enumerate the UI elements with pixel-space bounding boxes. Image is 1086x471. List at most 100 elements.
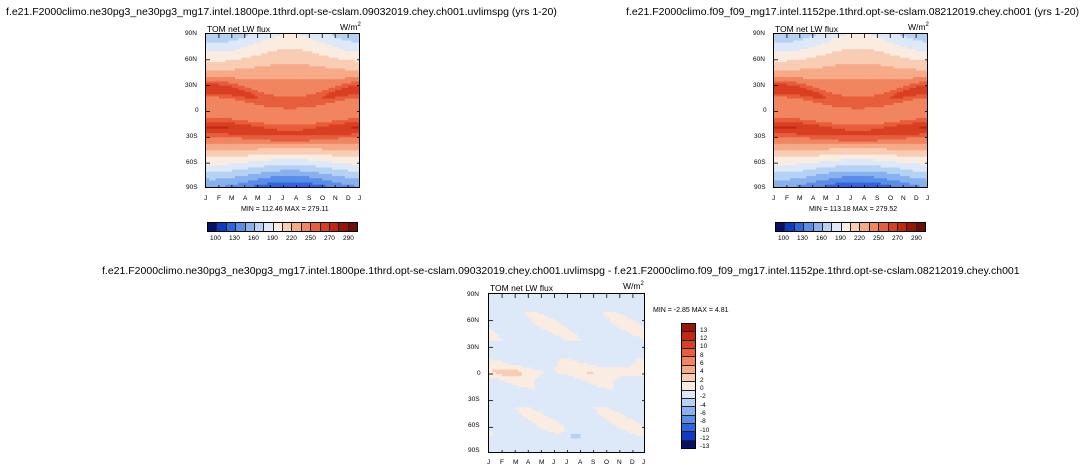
heatmap-cell	[809, 81, 814, 85]
heatmap-cell	[209, 81, 214, 85]
heatmap-cell	[815, 133, 820, 136]
heatmap-cell	[338, 178, 343, 181]
heatmap-cell	[267, 128, 272, 132]
heatmap-cell	[280, 72, 285, 76]
heatmap-cell	[260, 184, 265, 187]
heatmap-cell	[222, 111, 226, 115]
heatmap-cell	[344, 186, 349, 187]
heatmap-cell	[793, 145, 798, 149]
heatmap-cell	[209, 36, 214, 39]
heatmap-cell	[277, 55, 281, 59]
heatmap-cell	[828, 38, 833, 42]
heatmap-cell	[822, 38, 827, 42]
heatmap-cell	[793, 186, 798, 187]
heatmap-cell	[793, 150, 798, 153]
heatmap-cell	[235, 139, 239, 143]
heatmap-cell	[212, 64, 217, 67]
heatmap-cell	[215, 111, 220, 115]
heatmap-cell	[277, 128, 281, 132]
heatmap-cell	[299, 79, 304, 82]
heatmap-cell	[293, 180, 298, 184]
heatmap-cell	[799, 53, 804, 57]
heatmap-cell	[267, 171, 272, 175]
heatmap-cell	[306, 38, 310, 42]
heatmap-cell	[209, 173, 214, 177]
heatmap-cell	[832, 100, 836, 104]
heatmap-cell	[357, 85, 359, 89]
heatmap-cell	[325, 55, 330, 59]
heatmap-cell	[828, 122, 833, 126]
heatmap-cell	[832, 133, 836, 136]
heatmap-cell	[351, 61, 356, 65]
heatmap-cell	[796, 34, 801, 37]
heatmap-cell	[260, 42, 265, 46]
heatmap-cell	[774, 38, 778, 42]
heatmap-cell	[803, 53, 807, 57]
heatmap-cell	[780, 184, 785, 187]
heatmap-cell	[289, 120, 294, 123]
heatmap-cell	[774, 122, 778, 126]
heatmap-cell	[260, 85, 265, 89]
heatmap-cell	[335, 100, 339, 104]
heatmap-cell	[783, 126, 788, 130]
heatmap-cell	[251, 89, 256, 93]
heatmap-cell	[215, 59, 220, 63]
heatmap-cell	[218, 109, 223, 113]
heatmap-cell	[335, 49, 339, 52]
colorbar-label: 270	[324, 235, 335, 242]
heatmap-cell	[786, 180, 791, 184]
heatmap-cell	[322, 169, 327, 173]
heatmap-cell	[209, 167, 214, 171]
heatmap-cell	[783, 46, 788, 50]
heatmap-cell	[796, 51, 801, 54]
heatmap-cell	[325, 117, 330, 121]
heatmap-cell	[225, 165, 230, 169]
heatmap-cell	[777, 117, 782, 121]
heatmap-cell	[254, 83, 259, 87]
heatmap-cell	[822, 139, 827, 143]
heatmap-cell	[289, 133, 294, 136]
heatmap-cell	[325, 107, 330, 110]
heatmap-cell	[325, 115, 330, 119]
heatmap-cell	[231, 173, 236, 177]
heatmap-cell	[790, 68, 794, 72]
heatmap-cell	[225, 98, 230, 102]
heatmap-cell	[780, 68, 785, 72]
heatmap-cell	[325, 141, 330, 145]
heatmap-cell	[322, 66, 327, 70]
heatmap-cell	[218, 85, 223, 89]
heatmap-cell	[328, 92, 333, 95]
heatmap-cell	[828, 109, 833, 113]
heatmap-cell	[780, 128, 785, 132]
heatmap-cell	[806, 133, 811, 136]
heatmap-cell	[341, 145, 346, 149]
heatmap-cell	[218, 87, 223, 91]
heatmap-cell	[315, 72, 320, 76]
heatmap-cell	[209, 34, 214, 37]
heatmap-cell	[251, 92, 256, 95]
heatmap-cell	[254, 46, 259, 50]
heatmap-cell	[270, 176, 275, 179]
heatmap-cell	[270, 89, 275, 93]
heatmap-cell	[806, 141, 811, 145]
heatmap-cell	[822, 158, 827, 162]
heatmap-cell	[357, 141, 359, 145]
heatmap-cell	[254, 133, 259, 136]
heatmap-cell	[309, 59, 314, 63]
heatmap-cell	[280, 184, 285, 187]
heatmap-cell	[312, 111, 317, 115]
heatmap-cell	[215, 126, 220, 130]
heatmap-cell	[341, 167, 346, 171]
heatmap-cell	[348, 83, 352, 87]
heatmap-cell	[302, 74, 307, 78]
heatmap-cell	[225, 81, 230, 85]
heatmap-cell	[280, 46, 285, 50]
heatmap-cell	[218, 70, 223, 74]
heatmap-cell	[241, 180, 246, 184]
heatmap-cell	[828, 111, 833, 115]
heatmap-cell	[344, 167, 349, 171]
heatmap-cell	[283, 83, 288, 87]
heatmap-cell	[241, 130, 246, 134]
heatmap-cell	[286, 44, 291, 48]
heatmap-cell	[286, 85, 291, 89]
